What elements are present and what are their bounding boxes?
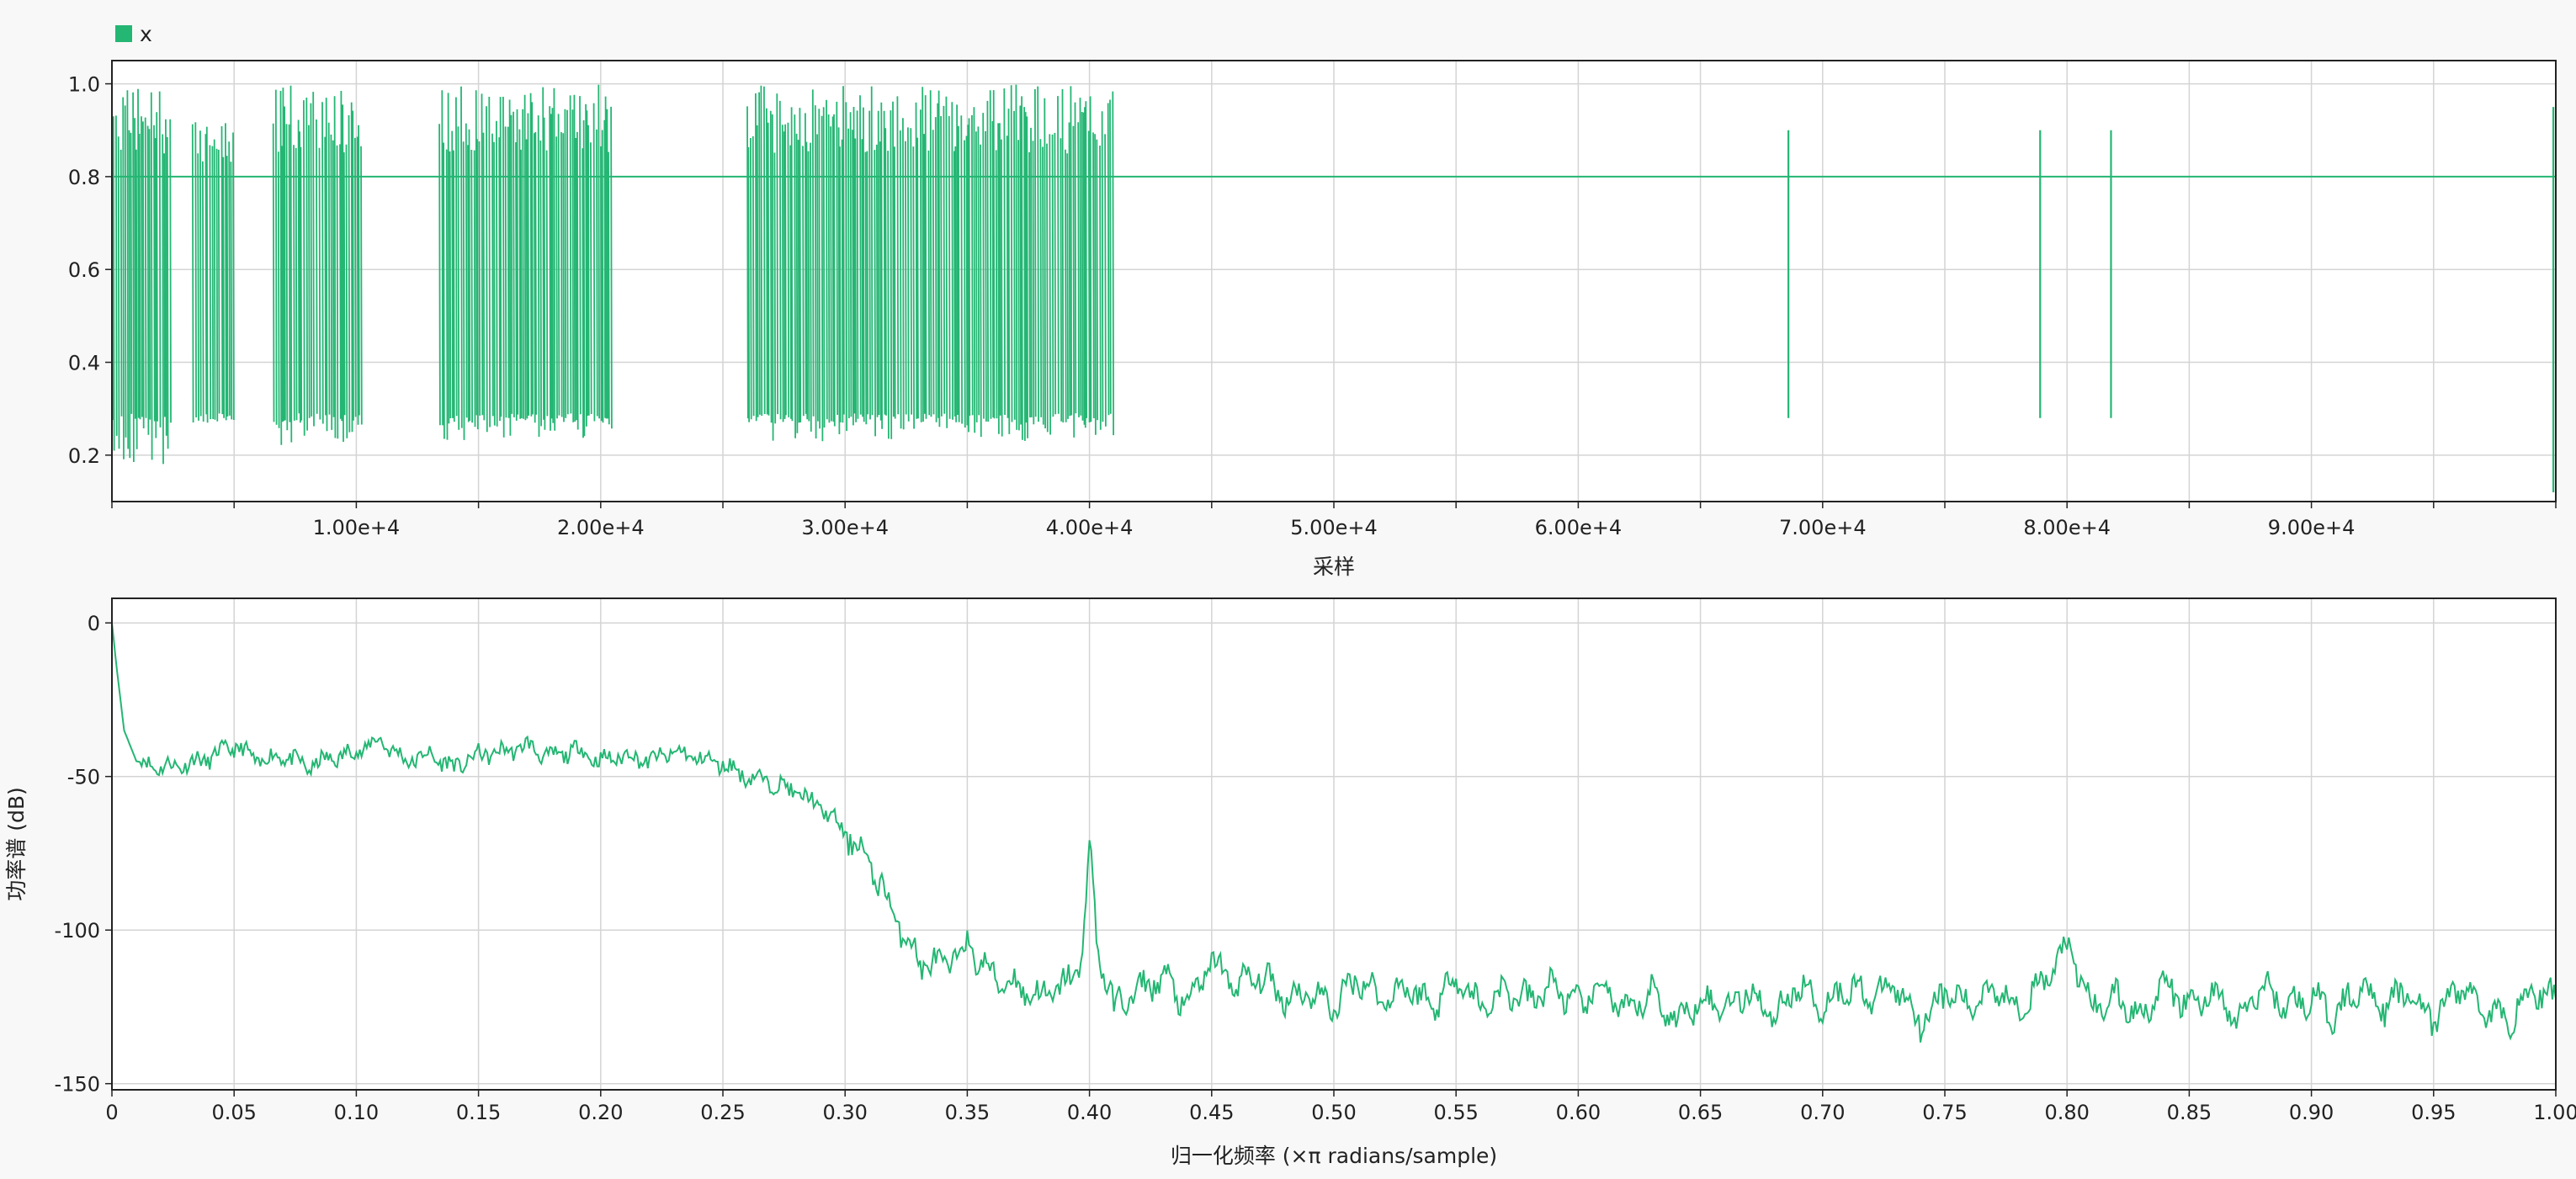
x-tick-label: 1.00 — [2533, 1101, 2576, 1124]
x-tick-label: 8.00e+4 — [2023, 516, 2111, 539]
y-tick-label: -150 — [55, 1073, 100, 1097]
x-tick-label: 0.55 — [1433, 1101, 1478, 1124]
legend-entry-x: x — [140, 22, 152, 46]
spectrum-line — [111, 623, 2557, 1043]
x-tick-label: 9.00e+4 — [2268, 516, 2356, 539]
signal-burst — [272, 85, 363, 445]
x-tick-label: 0.35 — [945, 1101, 990, 1124]
signal-burst — [438, 84, 613, 440]
y-tick-label: 0.4 — [68, 352, 100, 375]
x-tick-label: 0.80 — [2044, 1101, 2089, 1124]
x-tick-label: 0.45 — [1189, 1101, 1234, 1124]
x-tick-label: 0.75 — [1922, 1101, 1967, 1124]
x-tick-label: 0.85 — [2167, 1101, 2212, 1124]
legend[interactable]: x — [115, 22, 152, 46]
y-tick-label: 0.6 — [68, 258, 100, 282]
power-spectrum-panel: 0 0.05 0.10 0.15 0.20 0.25 0.30 0.35 0.40 0.45 0.5… — [4, 597, 2576, 1168]
x-tick-label: 0.40 — [1067, 1101, 1112, 1124]
x-tick-label: 3.00e+4 — [801, 516, 889, 539]
x-tick-label: 0.25 — [700, 1101, 745, 1124]
y-tick-label: 0.2 — [68, 444, 100, 468]
x-tick-label: 0.90 — [2289, 1101, 2334, 1124]
x-tick-label: 0.05 — [211, 1101, 256, 1124]
signal-burst — [191, 122, 235, 423]
grid — [112, 598, 2556, 1090]
x-tick-label: 6.00e+4 — [1535, 516, 1623, 539]
x-tick-label: 0.95 — [2411, 1101, 2456, 1124]
x-tick-label: 0.50 — [1311, 1101, 1356, 1124]
x-tick-label: 4.00e+4 — [1046, 516, 1134, 539]
x-tick-label: 1.00e+4 — [313, 516, 401, 539]
y-tick-label: 0.8 — [68, 166, 100, 189]
x-tick-label: 2.00e+4 — [557, 516, 645, 539]
x-axis-label: 采样 — [1313, 555, 1355, 579]
x-tick-label: 7.00e+4 — [1779, 516, 1867, 539]
y-tick-label: 1.0 — [68, 73, 100, 97]
y-axis-ticks: 0 -50 -100 -150 — [55, 612, 112, 1097]
series-x — [111, 84, 2556, 492]
x-tick-label: 0.30 — [822, 1101, 867, 1124]
time-domain-panel: 1.00e+4 2.00e+4 3.00e+4 4.00e+4 5.00e+4 6.00e… — [68, 22, 2557, 579]
y-axis-ticks: 0.2 0.4 0.6 0.8 1.0 — [68, 73, 112, 468]
x-axis-ticks: 0 0.05 0.10 0.15 0.20 0.25 0.30 0.35 0.40 0.45 0.5… — [105, 1090, 2576, 1124]
y-tick-label: 0 — [88, 612, 100, 635]
x-axis-label: 归一化频率 (×π radians/sample) — [1171, 1144, 1497, 1168]
x-tick-label: 5.00e+4 — [1290, 516, 1378, 539]
legend-swatch — [115, 25, 132, 42]
x-tick-label: 0.60 — [1556, 1101, 1601, 1124]
x-tick-label: 0.15 — [456, 1101, 501, 1124]
x-tick-label: 0.70 — [1800, 1101, 1845, 1124]
y-axis-label: 功率谱 (dB) — [4, 787, 29, 900]
signal-burst — [746, 84, 1114, 442]
x-tick-label: 0.10 — [334, 1101, 379, 1124]
y-tick-label: -50 — [67, 766, 100, 789]
x-tick-label: 0 — [105, 1101, 118, 1124]
x-tick-label: 0.65 — [1678, 1101, 1723, 1124]
x-tick-label: 0.20 — [578, 1101, 623, 1124]
y-tick-label: -100 — [55, 919, 100, 943]
grid — [112, 61, 2556, 502]
x-axis-ticks: 1.00e+4 2.00e+4 3.00e+4 4.00e+4 5.00e+4 6.00e… — [111, 502, 2557, 539]
